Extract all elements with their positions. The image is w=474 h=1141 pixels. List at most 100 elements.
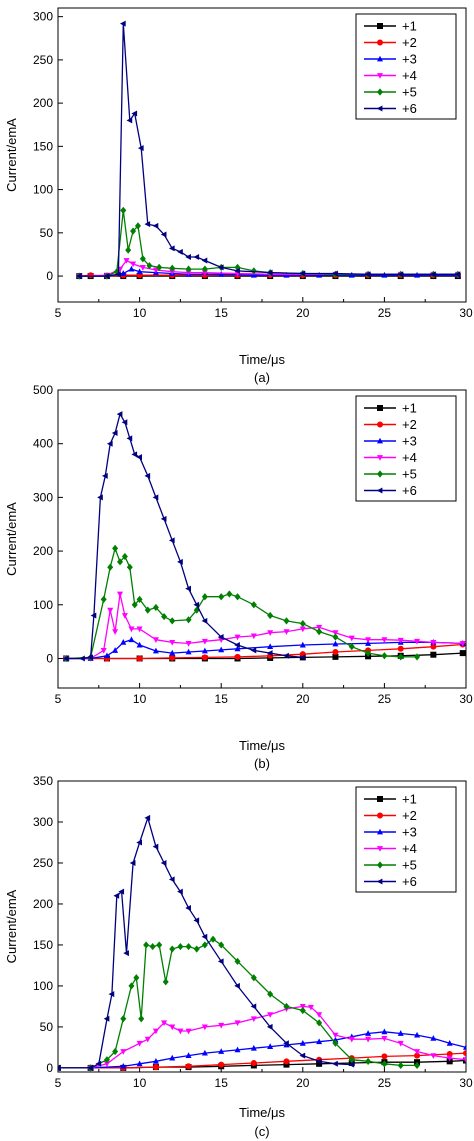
data-point bbox=[348, 643, 355, 651]
data-point bbox=[185, 1052, 192, 1059]
data-point bbox=[177, 888, 183, 895]
data-point bbox=[299, 619, 306, 628]
x-tick-label: 25 bbox=[378, 692, 392, 706]
series-line bbox=[58, 1031, 466, 1069]
data-point bbox=[332, 630, 339, 636]
data-point bbox=[332, 1060, 338, 1067]
x-tick-label: 30 bbox=[459, 1076, 473, 1090]
data-point bbox=[234, 957, 241, 965]
data-point bbox=[129, 859, 136, 866]
legend-label: +5 bbox=[402, 858, 417, 873]
data-point bbox=[185, 641, 192, 647]
data-point bbox=[234, 634, 241, 641]
data-point bbox=[100, 648, 107, 654]
legend-label: +3 bbox=[402, 52, 417, 67]
data-point bbox=[177, 1028, 184, 1035]
y-tick-label: 100 bbox=[33, 183, 53, 197]
data-point bbox=[218, 941, 225, 949]
y-tick-label: 300 bbox=[33, 815, 53, 829]
data-point bbox=[144, 606, 151, 614]
legend: +1+2 +3+4 +5+6 bbox=[355, 395, 457, 502]
legend-marker bbox=[377, 437, 383, 444]
data-point bbox=[381, 1053, 388, 1060]
data-point bbox=[430, 271, 436, 278]
data-point bbox=[365, 1057, 372, 1065]
series-plus-6 bbox=[75, 20, 461, 280]
legend-label: +1 bbox=[402, 19, 417, 34]
data-point bbox=[152, 494, 159, 501]
data-point bbox=[193, 254, 200, 261]
data-point bbox=[131, 451, 138, 458]
data-point bbox=[397, 1061, 404, 1070]
data-point bbox=[168, 876, 175, 883]
legend-label: +6 bbox=[402, 483, 417, 498]
data-point bbox=[112, 647, 119, 653]
data-point bbox=[177, 248, 183, 255]
data-point bbox=[136, 655, 143, 662]
data-point bbox=[138, 1015, 145, 1023]
data-point bbox=[299, 1052, 306, 1059]
legend-marker bbox=[377, 421, 383, 428]
data-point bbox=[126, 117, 133, 124]
data-point bbox=[201, 638, 208, 645]
data-point bbox=[149, 942, 156, 951]
data-point bbox=[177, 942, 184, 951]
data-point bbox=[218, 646, 225, 653]
data-point bbox=[299, 641, 306, 648]
data-point bbox=[108, 991, 115, 998]
panel-caption: (c) bbox=[254, 1124, 269, 1139]
data-point bbox=[90, 612, 97, 619]
data-point bbox=[177, 558, 183, 565]
legend-label: +3 bbox=[402, 825, 417, 840]
data-point bbox=[100, 595, 107, 604]
data-point bbox=[201, 647, 208, 654]
data-point bbox=[144, 814, 151, 821]
data-point bbox=[169, 945, 176, 953]
data-point bbox=[152, 1028, 159, 1035]
data-point bbox=[103, 273, 110, 280]
data-point bbox=[218, 1061, 225, 1068]
data-point bbox=[283, 1040, 289, 1047]
legend-label: +1 bbox=[402, 401, 417, 416]
data-point bbox=[217, 633, 224, 640]
panel-caption: (a) bbox=[254, 370, 270, 385]
data-point bbox=[121, 419, 128, 426]
data-point bbox=[250, 633, 257, 640]
data-point bbox=[267, 611, 274, 620]
data-point bbox=[348, 1036, 355, 1043]
series-plus-1 bbox=[58, 1057, 466, 1071]
data-point bbox=[128, 636, 135, 643]
data-point bbox=[120, 270, 127, 276]
y-tick-label: 200 bbox=[33, 544, 53, 558]
data-point bbox=[414, 1049, 421, 1055]
data-point bbox=[365, 649, 372, 657]
x-tick-label: 5 bbox=[55, 692, 62, 706]
data-point bbox=[126, 435, 133, 442]
data-point bbox=[130, 227, 137, 235]
data-point bbox=[143, 941, 150, 949]
legend-label: +5 bbox=[402, 85, 417, 100]
data-point bbox=[218, 593, 225, 601]
data-point bbox=[348, 1061, 355, 1068]
data-point bbox=[137, 145, 144, 152]
data-point bbox=[414, 1061, 421, 1070]
data-point bbox=[185, 585, 191, 592]
series-plus-5 bbox=[63, 544, 421, 663]
data-point bbox=[103, 1015, 110, 1022]
data-point bbox=[250, 1059, 257, 1066]
data-point bbox=[463, 1057, 466, 1063]
data-point bbox=[106, 440, 113, 447]
data-point bbox=[267, 990, 274, 998]
data-point bbox=[414, 1052, 421, 1059]
legend-marker bbox=[377, 88, 383, 96]
data-point bbox=[454, 271, 461, 278]
data-point bbox=[299, 1004, 306, 1010]
x-tick-label: 25 bbox=[378, 1076, 392, 1090]
data-point bbox=[348, 635, 355, 642]
series-line bbox=[79, 210, 458, 277]
data-point bbox=[299, 654, 306, 661]
legend-label: +4 bbox=[402, 68, 417, 83]
y-tick-label: 200 bbox=[33, 96, 53, 110]
data-point bbox=[459, 650, 466, 657]
x-tick-label: 25 bbox=[378, 306, 392, 320]
